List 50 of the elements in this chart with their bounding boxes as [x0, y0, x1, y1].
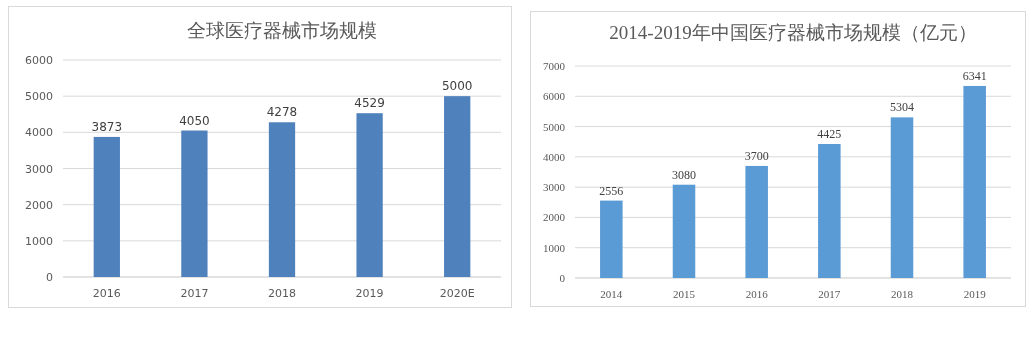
- y-tick-label: 3000: [543, 181, 566, 194]
- y-tick-label: 1000: [543, 241, 566, 254]
- x-tick-label: 2020E: [439, 287, 475, 300]
- x-tick-label: 2017: [818, 288, 841, 300]
- bar: [745, 165, 768, 278]
- data-label: 4278: [266, 105, 298, 120]
- y-tick-label: 4000: [25, 126, 53, 140]
- y-tick-label: 1000: [25, 234, 53, 248]
- y-tick-label: 5000: [543, 120, 566, 133]
- bar: [600, 200, 623, 278]
- data-label: 4050: [179, 113, 210, 128]
- chart-title: 2014-2019年中国医疗器械市场规模（亿元）: [609, 22, 977, 43]
- y-tick-label: 2000: [543, 211, 566, 224]
- data-label: 5000: [441, 79, 473, 94]
- y-tick-label: 2000: [25, 198, 53, 212]
- y-tick-label: 7000: [543, 60, 566, 72]
- data-label: 5304: [890, 100, 914, 115]
- x-tick-label: 2019: [355, 287, 384, 300]
- chart-title: 全球医疗器械市场规模: [187, 19, 377, 41]
- bar: [818, 143, 841, 278]
- y-tick-label: 5000: [25, 90, 53, 104]
- y-tick-label: 0: [559, 272, 566, 284]
- bar: [890, 117, 914, 278]
- x-tick-label: 2016: [92, 287, 121, 300]
- bar: [356, 113, 383, 277]
- bar: [963, 85, 986, 278]
- bar: [181, 130, 208, 277]
- y-tick-label: 3000: [25, 162, 53, 176]
- bar: [268, 122, 296, 277]
- y-tick-label: 0: [46, 271, 53, 284]
- data-label: 2556: [599, 183, 624, 198]
- y-tick-label: 4000: [543, 150, 566, 163]
- y-tick-label: 6000: [25, 54, 53, 67]
- x-tick-label: 2018: [891, 288, 914, 300]
- data-label: 3873: [91, 119, 123, 134]
- x-tick-label: 2017: [180, 287, 209, 300]
- data-label: 3080: [672, 167, 696, 182]
- bar: [93, 136, 120, 277]
- x-tick-label: 2016: [745, 288, 769, 300]
- y-tick-label: 6000: [543, 90, 566, 103]
- x-tick-label: 2014: [600, 288, 623, 300]
- x-tick-label: 2019: [963, 288, 987, 300]
- bar: [672, 184, 696, 278]
- x-tick-label: 2018: [268, 287, 296, 300]
- data-label: 4529: [354, 96, 385, 111]
- data-label: 3700: [744, 148, 769, 163]
- x-tick-label: 2015: [673, 288, 696, 300]
- data-label: 6341: [962, 68, 987, 83]
- data-label: 4425: [817, 126, 842, 141]
- bar: [444, 96, 471, 277]
